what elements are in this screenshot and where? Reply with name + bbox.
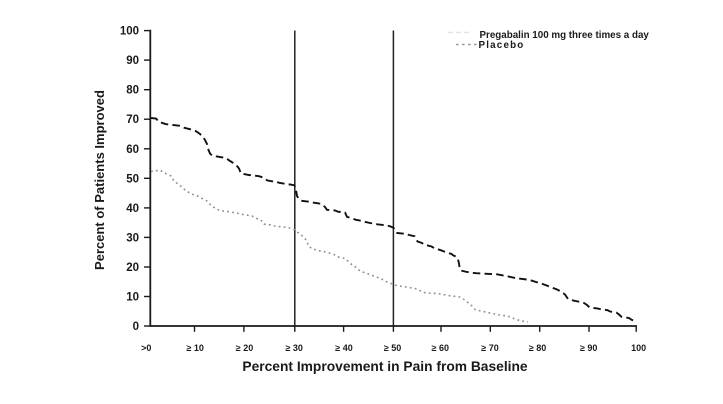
svg-text:Percent of Patients Improved: Percent of Patients Improved [92,90,107,270]
svg-text:≥ 80: ≥ 80 [529,343,546,353]
svg-text:≥ 30: ≥ 30 [285,343,302,353]
svg-text:80: 80 [126,85,139,97]
svg-text:100: 100 [631,343,646,353]
svg-text:>0: >0 [141,343,151,353]
svg-text:≥ 40: ≥ 40 [335,343,352,353]
svg-text:60: 60 [126,144,139,156]
svg-text:≥ 70: ≥ 70 [481,343,498,353]
svg-text:30: 30 [126,232,139,244]
svg-text:≥ 60: ≥ 60 [432,343,449,353]
svg-text:≥ 90: ≥ 90 [580,343,597,353]
svg-text:Placebo: Placebo [479,40,525,51]
svg-text:≥ 50: ≥ 50 [384,343,401,353]
svg-text:50: 50 [126,173,139,185]
svg-text:10: 10 [126,292,139,304]
svg-text:40: 40 [126,203,139,215]
svg-text:100: 100 [120,26,139,38]
svg-text:≥ 10: ≥ 10 [186,343,203,353]
svg-text:20: 20 [126,262,139,274]
svg-text:≥ 20: ≥ 20 [236,343,253,353]
svg-text:Percent Improvement in Pain fr: Percent Improvement in Pain from Baselin… [242,359,528,374]
svg-text:70: 70 [126,114,139,126]
svg-text:Pregabalin 100 mg three times: Pregabalin 100 mg three times a day [480,30,650,41]
svg-text:90: 90 [126,55,139,67]
svg-text:0: 0 [133,321,139,333]
